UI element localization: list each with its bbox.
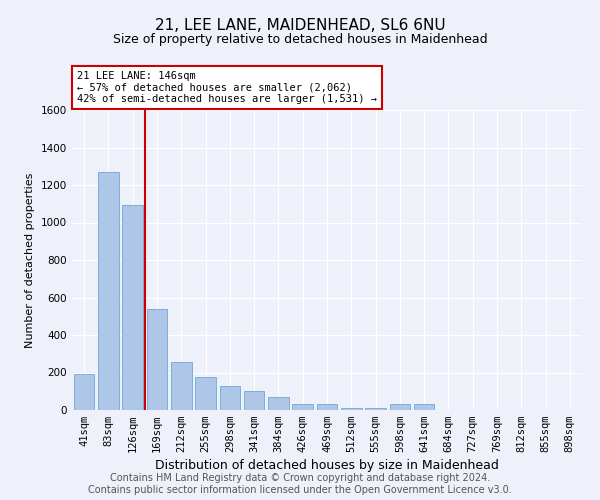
Y-axis label: Number of detached properties: Number of detached properties (25, 172, 35, 348)
Bar (365, 408, 386, 410)
X-axis label: Distribution of detached houses by size in Maidenhead: Distribution of detached houses by size … (155, 460, 499, 472)
Bar (268, 397, 289, 410)
Bar (220, 386, 240, 410)
Bar (74, 374, 94, 410)
Text: 21 LEE LANE: 146sqm
← 57% of detached houses are smaller (2,062)
42% of semi-det: 21 LEE LANE: 146sqm ← 57% of detached ho… (77, 71, 377, 104)
Bar (171, 362, 191, 410)
Text: 21, LEE LANE, MAIDENHEAD, SL6 6NU: 21, LEE LANE, MAIDENHEAD, SL6 6NU (155, 18, 445, 32)
Bar (317, 404, 337, 410)
Bar (292, 404, 313, 410)
Text: Size of property relative to detached houses in Maidenhead: Size of property relative to detached ho… (113, 32, 487, 46)
Bar (195, 377, 216, 410)
Bar (414, 404, 434, 410)
Text: Contains HM Land Registry data © Crown copyright and database right 2024.
Contai: Contains HM Land Registry data © Crown c… (88, 474, 512, 495)
Bar (146, 308, 167, 410)
Bar (244, 391, 265, 410)
Bar (122, 204, 143, 410)
Bar (389, 404, 410, 410)
Bar (98, 172, 119, 410)
Bar (341, 408, 362, 410)
